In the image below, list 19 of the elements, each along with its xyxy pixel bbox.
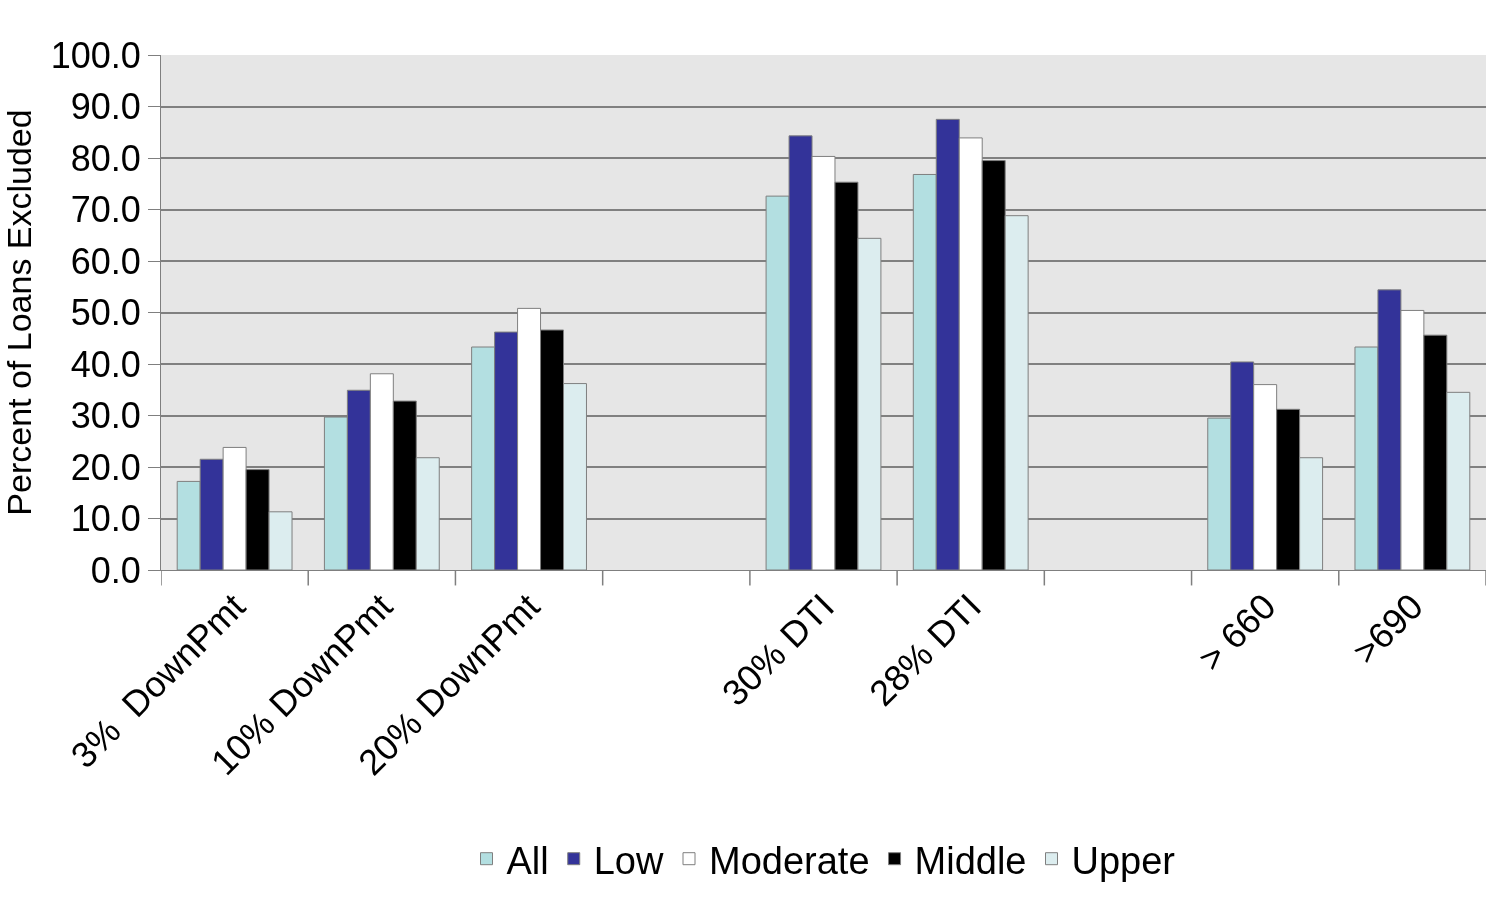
- y-tick-label: 80.0: [70, 137, 141, 179]
- y-tick-label: 0.0: [90, 549, 141, 591]
- x-tick-label: > 660: [1190, 585, 1284, 679]
- y-tick-label: 40.0: [70, 343, 141, 385]
- y-tick-label: 100.0: [50, 34, 141, 76]
- x-tick-label: 30% DTI: [713, 585, 842, 714]
- legend-label: Moderate: [709, 839, 870, 882]
- y-tick-label: 10.0: [70, 498, 141, 540]
- y-tick-label: 90.0: [70, 86, 141, 128]
- legend-label: Middle: [914, 839, 1027, 882]
- y-axis-title: Percent of Loans Excluded: [0, 109, 38, 516]
- y-tick-label: 70.0: [70, 189, 141, 231]
- y-tick-label: 50.0: [70, 292, 141, 334]
- legend-label: Upper: [1071, 839, 1176, 882]
- legend-label: All: [506, 839, 549, 882]
- y-tick-label: 60.0: [70, 240, 141, 282]
- y-tick-label: 20.0: [70, 446, 141, 488]
- legend-label: Low: [593, 839, 664, 882]
- y-tick-label: 30.0: [70, 395, 141, 437]
